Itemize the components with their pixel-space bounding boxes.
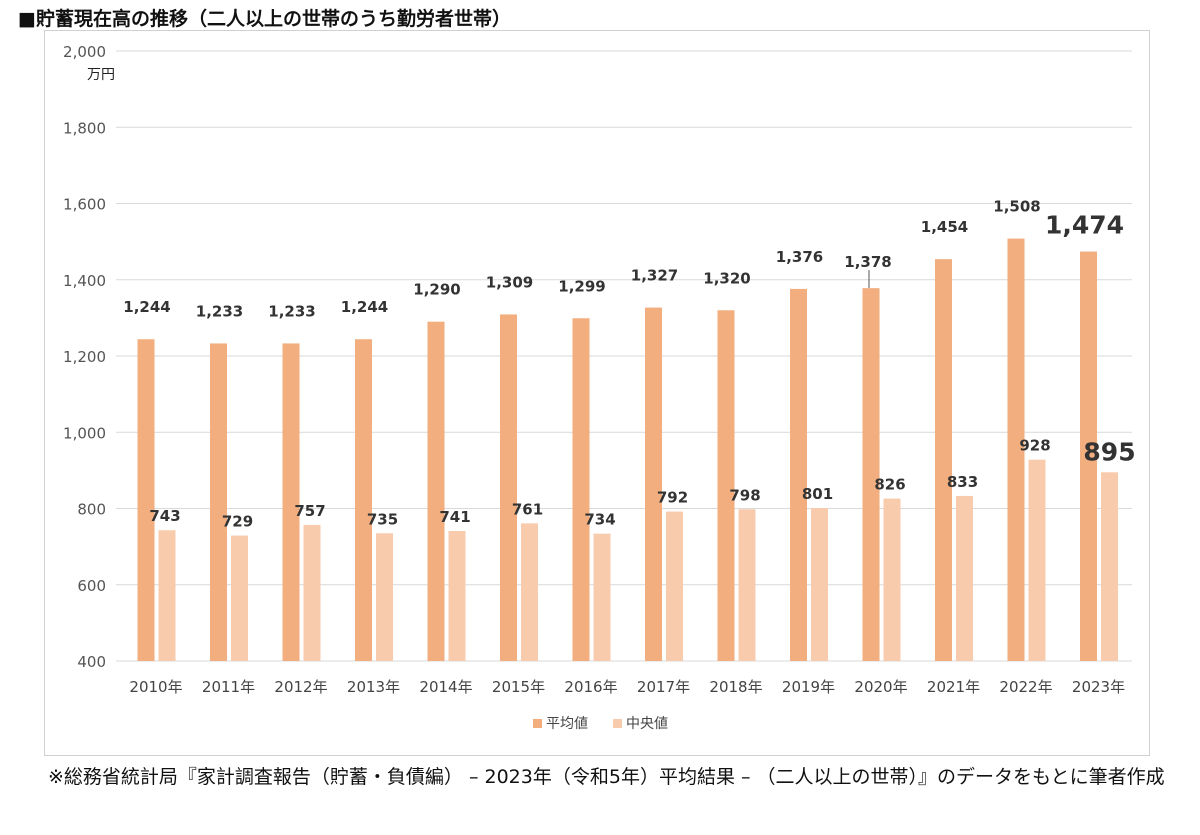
x-tick-label: 2016年 bbox=[564, 678, 617, 696]
x-tick-label: 2010年 bbox=[129, 678, 182, 696]
y-tick-label: 600 bbox=[77, 577, 106, 595]
bar-average bbox=[862, 288, 880, 661]
bar-average bbox=[500, 314, 517, 661]
data-label-average: 1,320 bbox=[703, 269, 750, 287]
y-axis-unit: 万円 bbox=[87, 67, 115, 83]
x-tick-label: 2021年 bbox=[927, 678, 980, 696]
data-label-average: 1,474 bbox=[1045, 211, 1124, 240]
data-label-average: 1,290 bbox=[413, 281, 460, 299]
x-tick-label: 2014年 bbox=[419, 678, 472, 696]
data-label-average: 1,376 bbox=[776, 248, 823, 266]
bar-average bbox=[790, 288, 807, 661]
data-label-median: 826 bbox=[874, 476, 905, 494]
data-label-median: 761 bbox=[512, 500, 543, 518]
bar-median bbox=[593, 533, 611, 661]
data-label-average: 1,233 bbox=[268, 302, 315, 320]
y-tick-label: 1,600 bbox=[63, 196, 106, 214]
y-tick-label: 1,200 bbox=[63, 348, 106, 366]
bar-median bbox=[956, 495, 973, 661]
x-tick-label: 2011年 bbox=[202, 678, 255, 696]
data-label-median: 792 bbox=[657, 489, 688, 507]
bar-median bbox=[666, 511, 683, 661]
x-tick-label: 2023年 bbox=[1072, 678, 1125, 696]
bar-median bbox=[231, 535, 248, 661]
bar-median bbox=[738, 509, 756, 661]
bar-average bbox=[427, 321, 445, 661]
data-label-median: 928 bbox=[1019, 437, 1050, 455]
legend-label-average: 平均値 bbox=[546, 716, 588, 732]
bar-median bbox=[811, 508, 828, 661]
data-label-median: 833 bbox=[947, 473, 978, 491]
data-label-average: 1,233 bbox=[196, 302, 243, 320]
bar-median bbox=[448, 530, 466, 661]
data-label-average: 1,309 bbox=[486, 273, 533, 291]
bar-average bbox=[137, 339, 155, 661]
data-label-average: 1,327 bbox=[631, 267, 678, 285]
y-tick-label: 800 bbox=[77, 501, 106, 519]
x-tick-label: 2012年 bbox=[274, 678, 327, 696]
bar-average bbox=[645, 307, 662, 661]
data-label-median: 895 bbox=[1083, 437, 1135, 466]
bar-average bbox=[1007, 238, 1025, 661]
data-label-median: 735 bbox=[367, 510, 398, 528]
data-label-average: 1,244 bbox=[123, 298, 170, 316]
x-tick-label: 2017年 bbox=[637, 678, 690, 696]
bar-average bbox=[1080, 251, 1097, 661]
bar-average bbox=[717, 310, 735, 661]
y-tick-label: 1,000 bbox=[63, 424, 106, 442]
data-label-average: 1,299 bbox=[558, 277, 605, 295]
bar-average bbox=[355, 339, 372, 661]
data-label-median: 743 bbox=[149, 507, 180, 525]
y-tick-label: 400 bbox=[77, 653, 106, 671]
x-tick-label: 2019年 bbox=[782, 678, 835, 696]
bar-average bbox=[210, 343, 227, 661]
data-label-median: 734 bbox=[584, 511, 615, 529]
bar-median bbox=[303, 524, 321, 661]
bar-median bbox=[1101, 472, 1118, 661]
bar-median bbox=[158, 530, 176, 661]
data-label-average: 1,454 bbox=[921, 218, 968, 236]
chart-title: ■貯蓄現在高の推移（二人以上の世帯のうち勤労者世帯） bbox=[18, 8, 511, 30]
x-tick-label: 2018年 bbox=[709, 678, 762, 696]
y-tick-label: 1,400 bbox=[63, 272, 106, 290]
bar-median bbox=[883, 498, 901, 661]
bar-average bbox=[572, 318, 590, 661]
data-label-median: 757 bbox=[294, 502, 325, 520]
bar-average bbox=[282, 343, 300, 661]
bar-median bbox=[521, 523, 538, 661]
y-tick-label: 1,800 bbox=[63, 119, 106, 137]
data-label-average: 1,378 bbox=[844, 253, 891, 271]
data-label-average: 1,508 bbox=[993, 198, 1040, 216]
y-tick-label: 2,000 bbox=[63, 43, 106, 61]
legend-label-median: 中央値 bbox=[626, 716, 668, 732]
bar-median bbox=[376, 533, 393, 661]
data-label-median: 801 bbox=[802, 485, 833, 503]
legend-swatch-median bbox=[613, 719, 622, 728]
x-tick-label: 2022年 bbox=[999, 678, 1052, 696]
x-tick-label: 2013年 bbox=[347, 678, 400, 696]
bar-average bbox=[935, 259, 952, 661]
x-tick-label: 2015年 bbox=[492, 678, 545, 696]
legend-swatch-average bbox=[533, 719, 542, 728]
x-tick-label: 2020年 bbox=[854, 678, 907, 696]
source-note: ※総務省統計局『家計調査報告（貯蓄・負債編） – 2023年（令和5年）平均結果… bbox=[48, 766, 1165, 788]
data-label-median: 741 bbox=[439, 508, 470, 526]
data-label-average: 1,244 bbox=[341, 298, 388, 316]
data-label-median: 729 bbox=[222, 513, 253, 531]
data-label-median: 798 bbox=[729, 486, 760, 504]
bar-median bbox=[1028, 459, 1046, 661]
